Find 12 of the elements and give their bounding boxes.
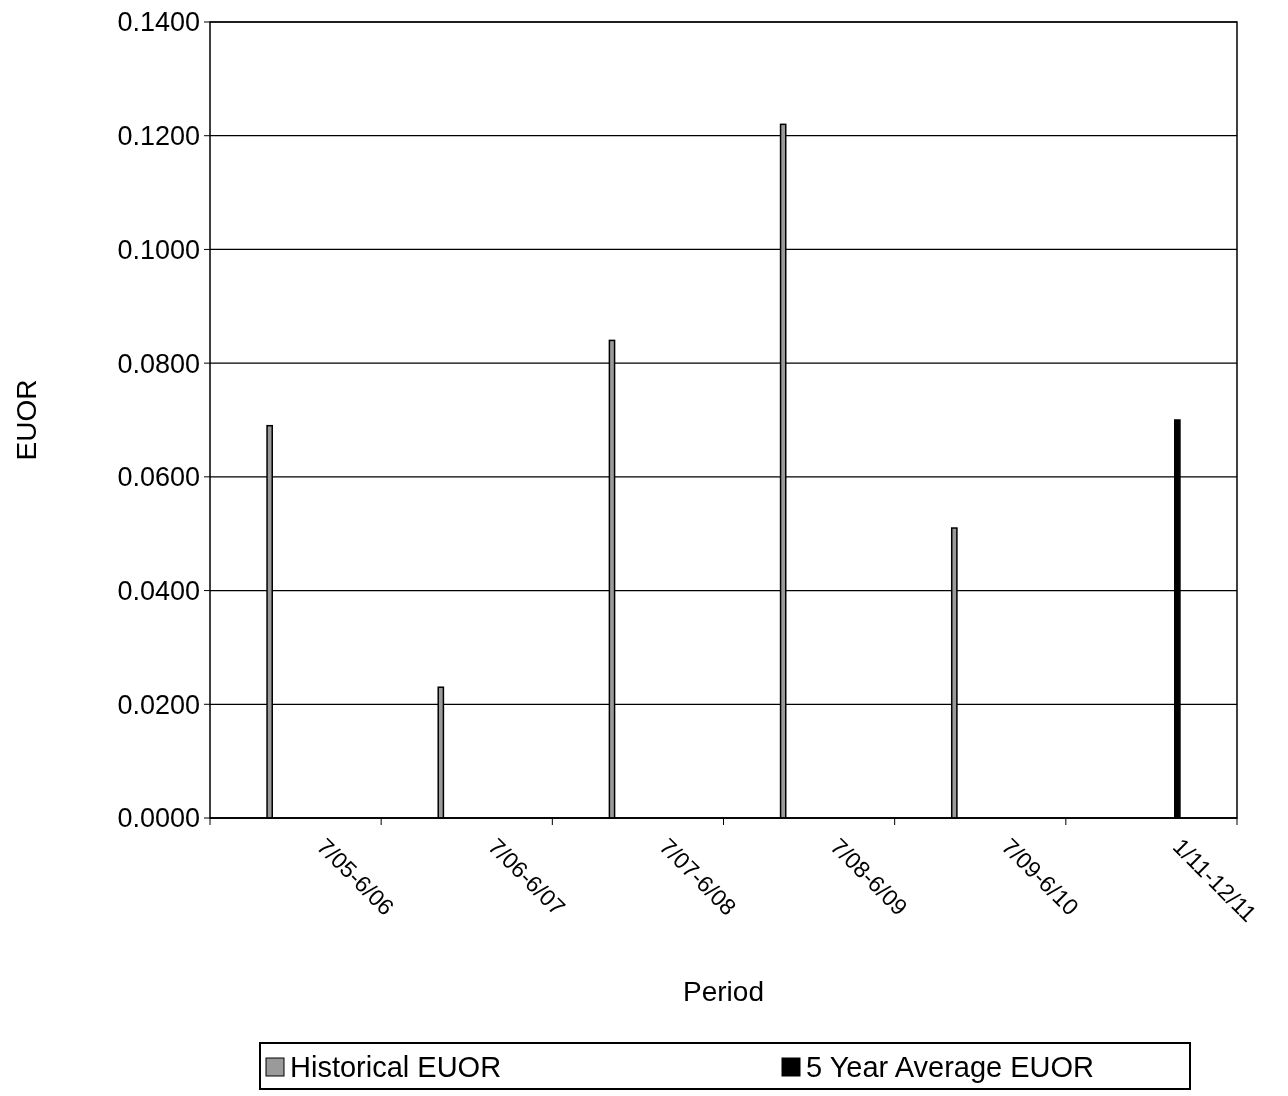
y-tick-label: 0.0400 [117, 576, 200, 607]
y-axis-title: EUOR [11, 379, 42, 461]
legend-label: Historical EUOR [290, 1051, 502, 1084]
y-tick-label: 0.0800 [117, 348, 200, 379]
legend-label: 5 Year Average EUOR [806, 1051, 1095, 1084]
y-tick-label: 0.0000 [117, 803, 200, 834]
x-axis-title: Period [683, 976, 764, 1007]
y-tick-label: 0.0600 [117, 462, 200, 493]
y-tick-label: 0.1200 [117, 121, 200, 152]
y-tick-label: 0.1000 [117, 234, 200, 265]
y-tick-label: 0.1400 [117, 7, 200, 38]
y-tick-label: 0.0200 [117, 689, 200, 720]
